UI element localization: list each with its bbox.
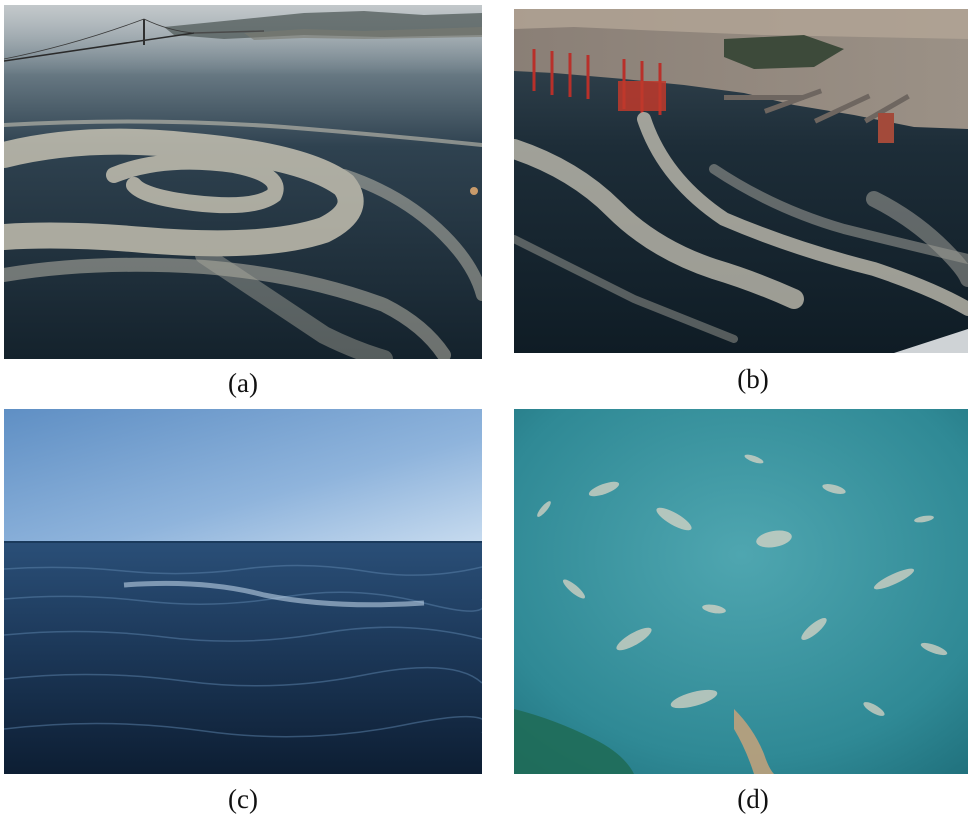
caption-d: (d) bbox=[737, 784, 769, 814]
photo-b-port-aerial-foam-streaks bbox=[514, 9, 968, 353]
photo-c-open-sea-horizon bbox=[4, 409, 482, 774]
caption-c: (c) bbox=[228, 784, 258, 814]
bridge bbox=[4, 18, 265, 62]
caption-b: (b) bbox=[737, 364, 769, 394]
photo-a-bay-bridge-foam-swirl bbox=[4, 5, 482, 359]
caption-a: (a) bbox=[228, 368, 258, 398]
photo-d-turquoise-water-mucilage bbox=[514, 409, 968, 774]
